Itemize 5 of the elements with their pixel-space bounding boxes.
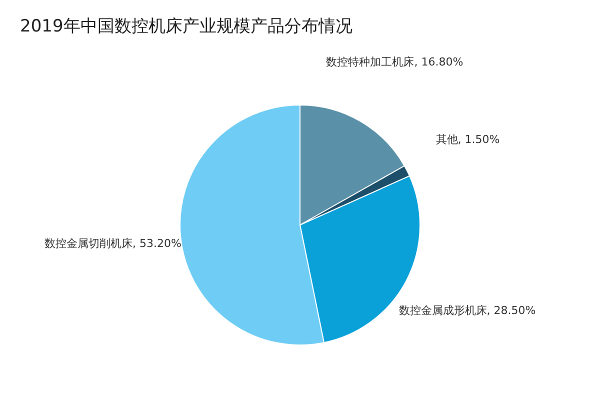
slice-label: 数控金属切削机床, 53.20% xyxy=(44,236,182,250)
chart-title: 2019年中国数控机床产业规模产品分布情况 xyxy=(20,16,352,37)
slice-label: 其他, 1.50% xyxy=(436,133,500,146)
slice-label: 数控特种加工机床, 16.80% xyxy=(326,56,464,69)
slice-label: 数控金属成形机床, 28.50% xyxy=(398,304,536,317)
